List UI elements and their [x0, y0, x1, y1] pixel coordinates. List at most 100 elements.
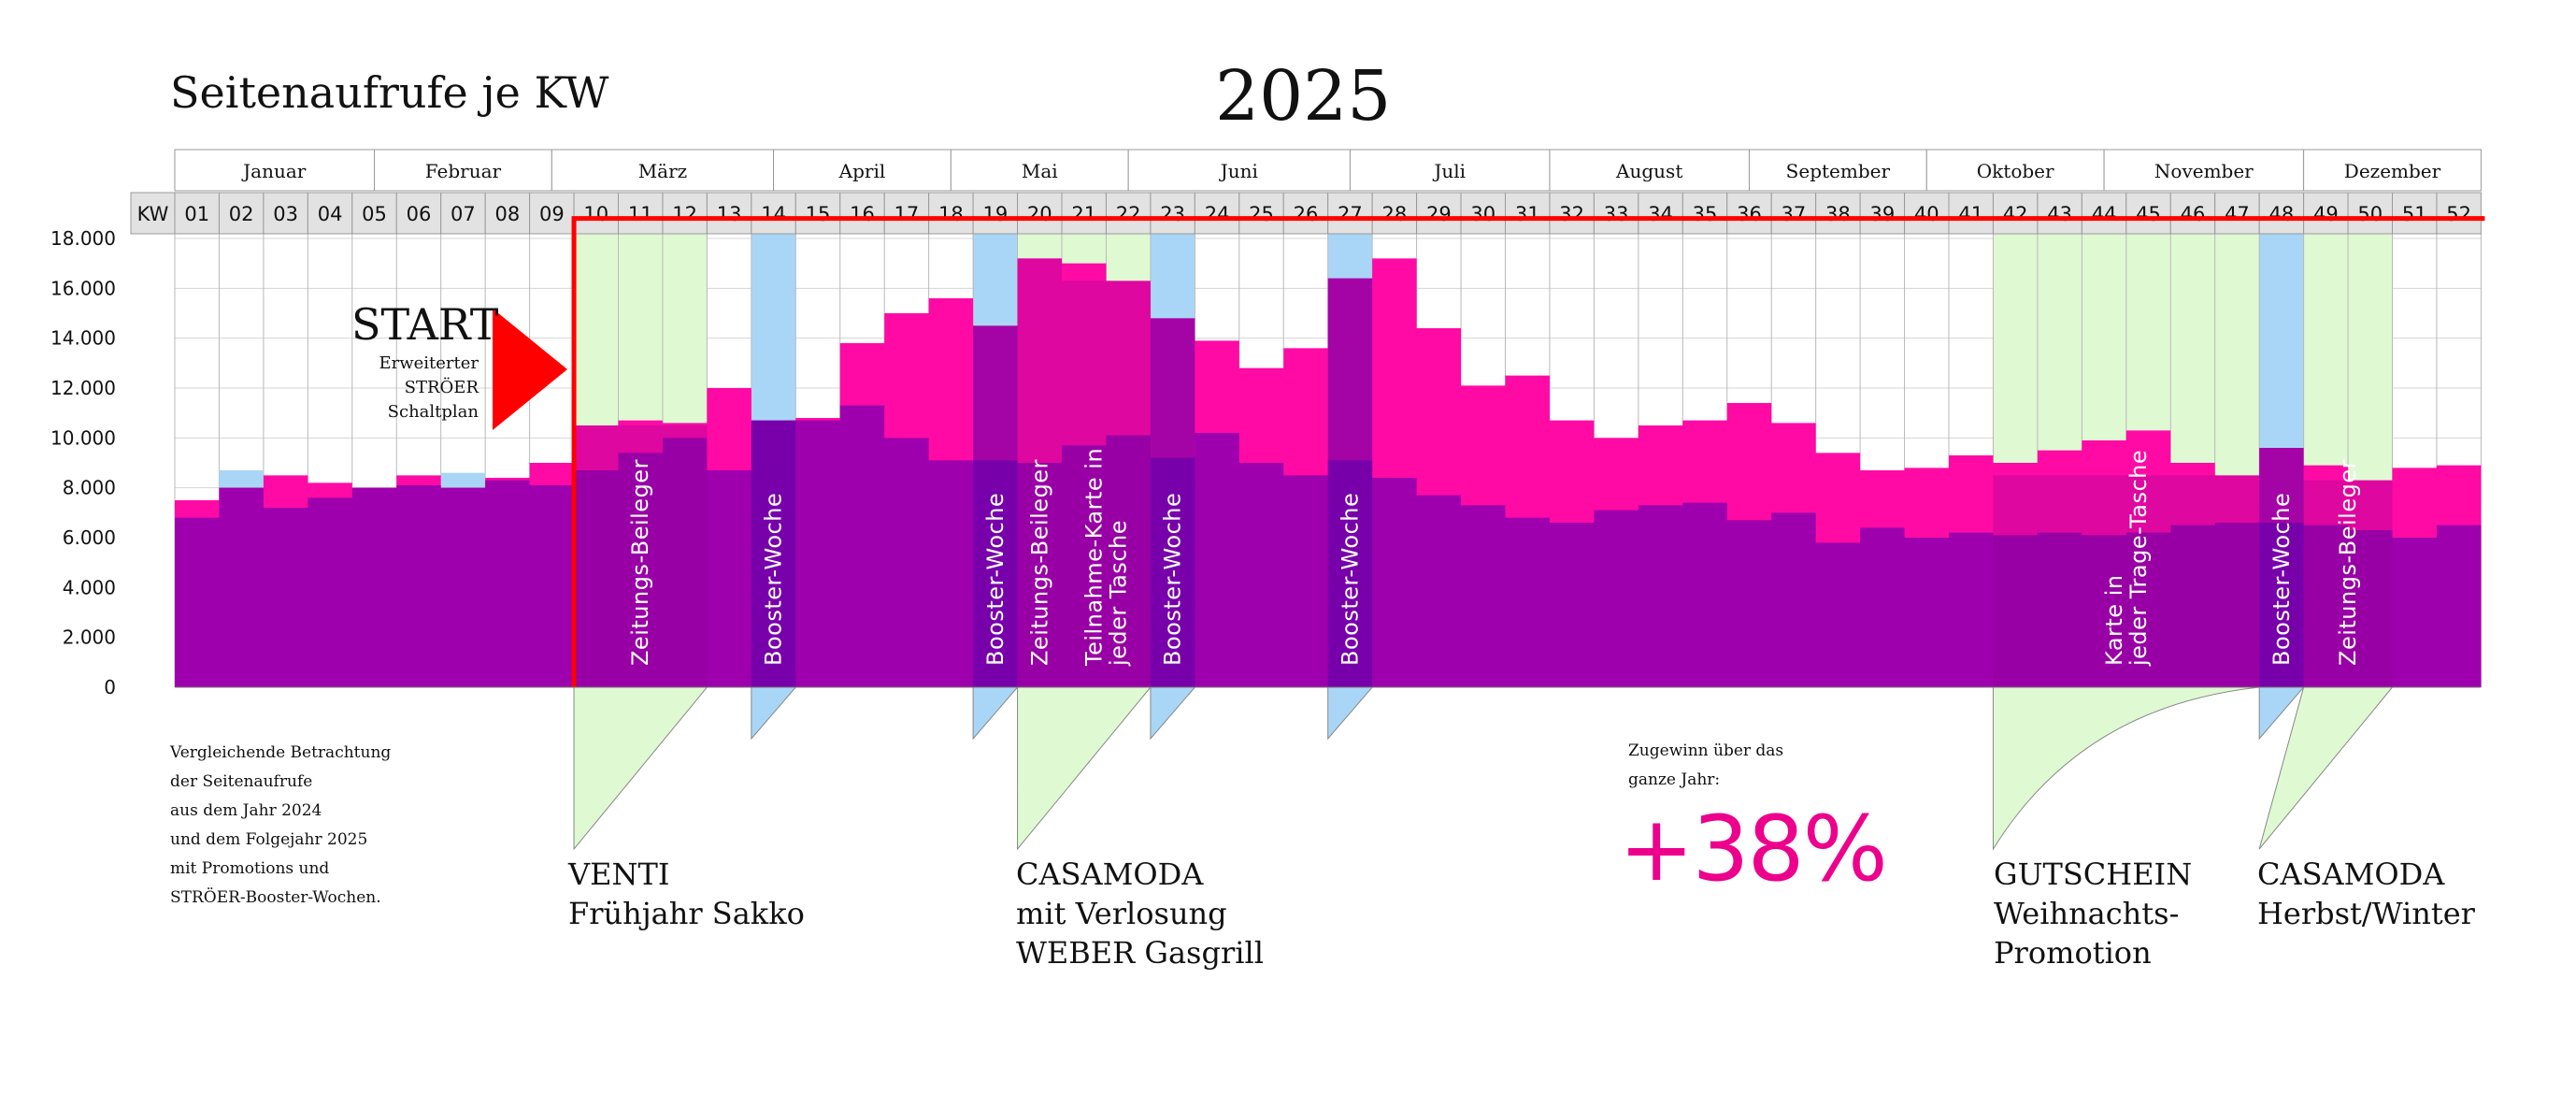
annotation-label: Karte in	[2101, 574, 2127, 666]
week-cell	[573, 192, 619, 235]
month-cell	[551, 149, 775, 192]
week-label: 04	[318, 203, 343, 225]
week-cell	[174, 192, 220, 235]
week-label: 29	[1426, 203, 1452, 225]
annotation-overlay	[2303, 480, 2393, 687]
week-label: 01	[184, 203, 209, 225]
annotation-label: Zeitungs-Beileger	[2335, 459, 2361, 666]
week-cell	[883, 192, 930, 235]
annotation-band	[2082, 218, 2126, 440]
week-label: 11	[628, 203, 653, 225]
y-tick-label: 4.000	[63, 576, 116, 598]
booster-connector	[1327, 686, 1374, 741]
week-label: 47	[2225, 203, 2250, 225]
annotation-band	[618, 218, 663, 421]
note-line: aus dem Jahr 2024	[170, 801, 322, 820]
month-label: Februar	[425, 160, 502, 182]
year-title: 2025	[1215, 56, 1392, 137]
y-tick-label: 6.000	[63, 526, 116, 549]
week-label: 36	[1737, 203, 1762, 225]
promo-line: Herbst/Winter	[2257, 896, 2475, 931]
annotation-label: Booster-Woche	[2268, 493, 2295, 666]
month-label: Juli	[1432, 160, 1466, 182]
gain-label: Zugewinn über das ganze Jahr:	[1628, 737, 1783, 795]
annotation-band	[2348, 218, 2393, 481]
week-label: 33	[1604, 203, 1629, 225]
annotation-label: jeder Tasche	[1105, 520, 1131, 667]
week-cell	[2037, 192, 2082, 235]
booster-sliver	[440, 472, 486, 488]
week-cell	[662, 192, 708, 235]
week-label: 37	[1782, 203, 1807, 225]
promo-connector	[1992, 686, 2260, 851]
annotation-overlay	[751, 420, 796, 687]
gain-label-line: ganze Jahr:	[1628, 770, 1721, 789]
week-label: 06	[407, 203, 432, 225]
month-label: April	[838, 160, 886, 182]
note-line: STRÖER-Booster-Wochen.	[170, 888, 381, 907]
start-arrow-icon	[493, 309, 567, 430]
y-tick-label: 12.000	[50, 377, 116, 399]
promo-line: Promotion	[1994, 935, 2152, 971]
month-label: Juni	[1219, 160, 1258, 182]
week-label: 39	[1869, 203, 1895, 225]
kw-header-label: KW	[137, 203, 169, 225]
comparison-note: Vergleichende Betrachtung der Seitenaufr…	[170, 739, 391, 913]
annotation-label: Zeitungs-Beileger	[627, 459, 653, 666]
week-label: 20	[1027, 203, 1052, 225]
start-subtitle: Erweiterter STRÖER Schaltplan	[379, 352, 479, 425]
promo-line: VENTI	[568, 856, 670, 892]
month-cell	[1349, 149, 1551, 192]
week-cell	[706, 192, 752, 235]
week-label: 46	[2181, 203, 2206, 225]
booster-sliver	[219, 470, 264, 488]
campaign-bracket	[571, 216, 2485, 687]
month-cell	[950, 149, 1129, 192]
month-cell	[1127, 149, 1351, 192]
week-label: 44	[2092, 203, 2117, 225]
promo-connector	[573, 686, 708, 851]
y-tick-label: 18.000	[50, 227, 116, 250]
week-cell	[351, 192, 397, 235]
promo-venti: VENTI Frühjahr Sakko	[568, 855, 805, 933]
annotation-band	[2170, 218, 2215, 463]
annotation-band	[2125, 218, 2171, 431]
week-label: 18	[938, 203, 964, 225]
week-label: 02	[229, 203, 254, 225]
promo-casamoda-spring: CASAMODA mit Verlosung WEBER Gasgrill	[1016, 855, 1264, 972]
week-cell	[2303, 192, 2349, 235]
week-label: 48	[2269, 203, 2295, 225]
week-cell	[1194, 192, 1240, 235]
month-label: August	[1615, 160, 1682, 182]
month-label: November	[2154, 160, 2254, 182]
month-cell	[174, 149, 376, 192]
week-label: 14	[761, 203, 786, 225]
annotation-overlay	[574, 425, 708, 687]
promo-connector	[1017, 686, 1152, 851]
gain-label-line: Zugewinn über das	[1628, 741, 1784, 760]
week-label: 24	[1205, 203, 1230, 225]
week-label: 43	[2047, 203, 2072, 225]
week-cell	[1549, 192, 1595, 235]
annotation-label: Teilnahme-Karte in	[1080, 448, 1107, 667]
promo-line: CASAMODA	[2257, 856, 2445, 892]
week-cell	[1948, 192, 1994, 235]
month-label: Januar	[241, 160, 307, 182]
annotation-band	[2259, 218, 2304, 448]
week-cell	[1505, 192, 1551, 235]
week-label: 50	[2357, 203, 2383, 225]
kw-header-cell	[130, 192, 176, 235]
week-cell	[618, 192, 664, 235]
annotation-overlay	[1150, 318, 1195, 687]
week-label: 25	[1249, 203, 1274, 225]
promo-line: GUTSCHEIN	[1994, 856, 2193, 892]
y-tick-label: 16.000	[50, 277, 116, 299]
week-cell	[307, 192, 353, 235]
annotation-label: Booster-Woche	[1337, 493, 1363, 666]
y-tick-label: 0	[104, 676, 116, 698]
week-label: 03	[273, 203, 298, 225]
week-cell	[263, 192, 308, 235]
week-label: 34	[1648, 203, 1673, 225]
week-cell	[1726, 192, 1772, 235]
